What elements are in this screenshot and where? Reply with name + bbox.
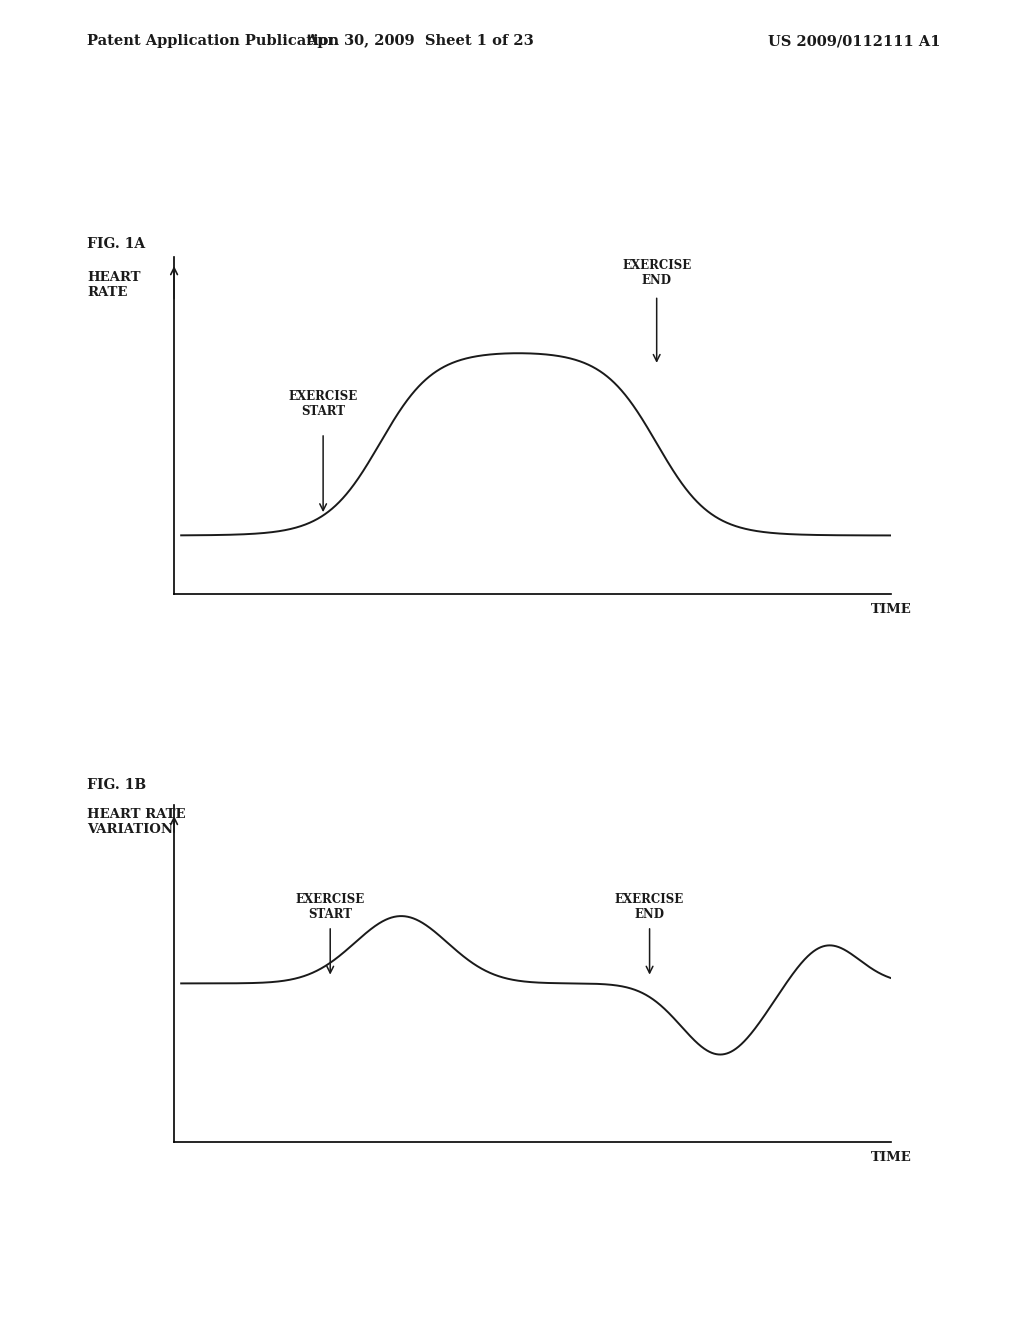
- Text: FIG. 1A: FIG. 1A: [87, 236, 145, 251]
- Text: Apr. 30, 2009  Sheet 1 of 23: Apr. 30, 2009 Sheet 1 of 23: [306, 34, 534, 49]
- Text: TIME: TIME: [870, 603, 911, 616]
- Text: TIME: TIME: [870, 1151, 911, 1164]
- Text: EXERCISE
END: EXERCISE END: [615, 892, 684, 921]
- Text: HEART
RATE: HEART RATE: [87, 271, 140, 298]
- Text: EXERCISE
END: EXERCISE END: [622, 259, 691, 286]
- Text: FIG. 1B: FIG. 1B: [87, 777, 146, 792]
- Text: HEART RATE
VARIATION: HEART RATE VARIATION: [87, 808, 185, 836]
- Text: US 2009/0112111 A1: US 2009/0112111 A1: [768, 34, 940, 49]
- Text: EXERCISE
START: EXERCISE START: [296, 892, 365, 921]
- Text: Patent Application Publication: Patent Application Publication: [87, 34, 339, 49]
- Text: EXERCISE
START: EXERCISE START: [289, 391, 357, 418]
